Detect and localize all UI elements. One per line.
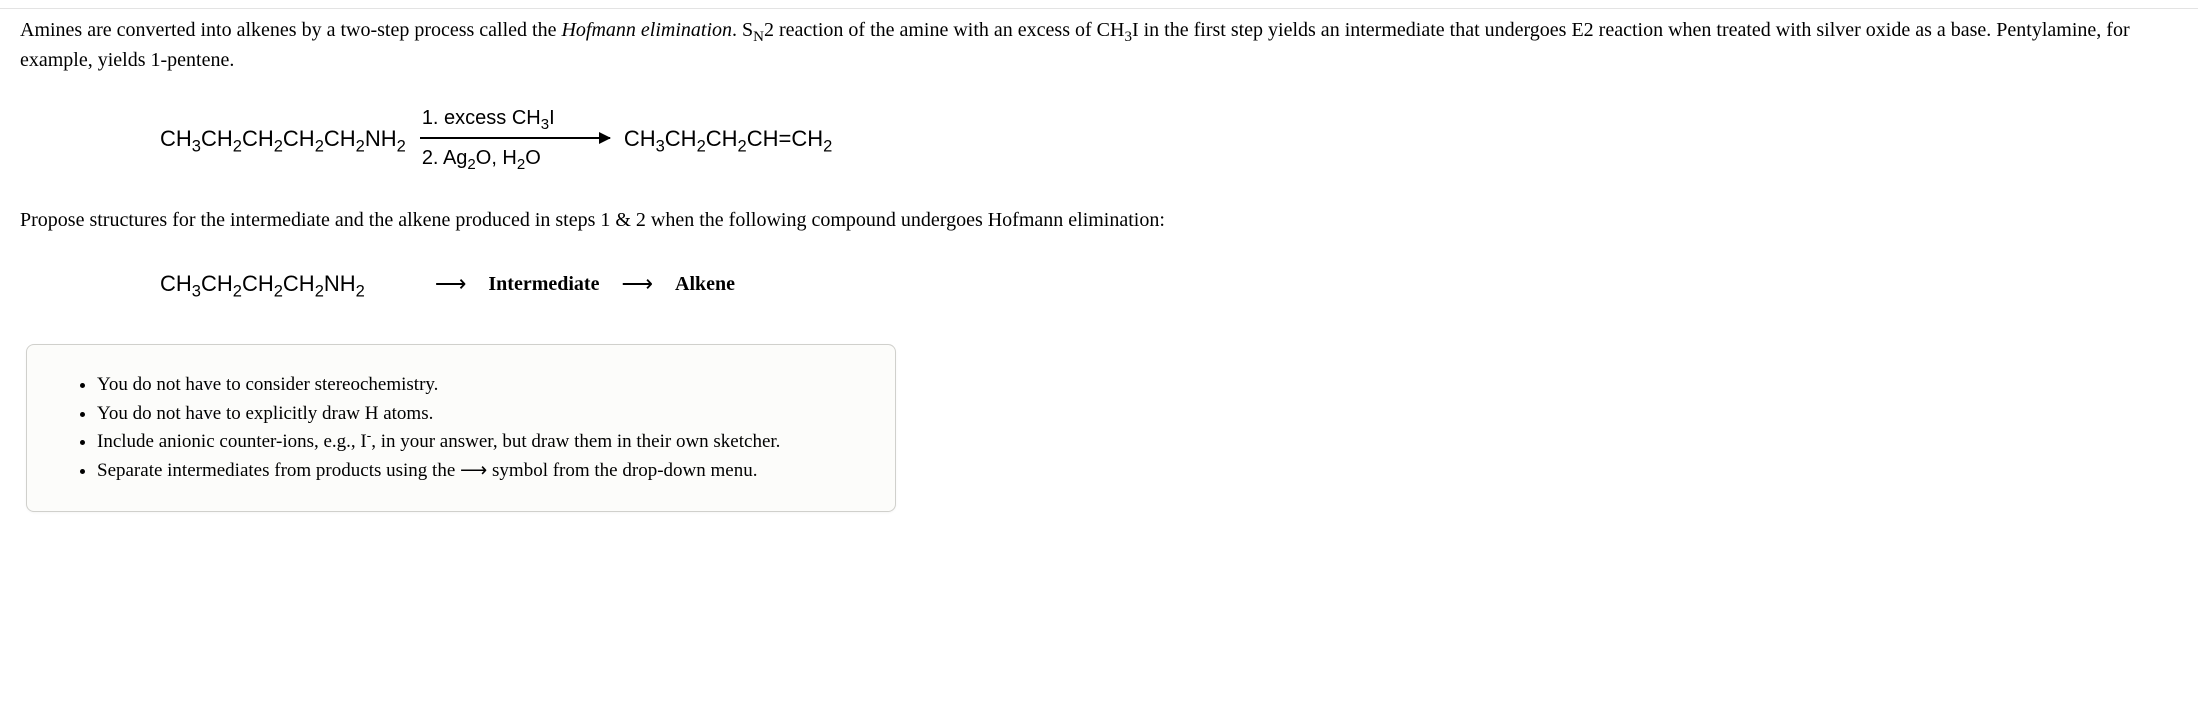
reaction-arrow (420, 137, 610, 139)
instructions-list: You do not have to consider stereochemis… (77, 371, 865, 484)
sn-sub: N (753, 29, 764, 45)
ch3-sub: 3 (1124, 29, 1132, 45)
example-reaction: CH3CH2CH2CH2CH2NH2 1. excess CH3I 2. Ag2… (160, 103, 2178, 173)
problem-reactant: CH3CH2CH2CH2NH2 (160, 267, 365, 300)
instructions-box: You do not have to consider stereochemis… (26, 344, 896, 512)
condition-2: 2. Ag2O, H2O (420, 143, 541, 173)
reaction-conditions: 1. excess CH3I 2. Ag2O, H2O (420, 103, 610, 173)
alkene-label: Alkene (675, 269, 735, 299)
question-paragraph: Propose structures for the intermediate … (20, 205, 2178, 235)
condition-1: 1. excess CH3I (420, 103, 555, 133)
problem-reaction: CH3CH2CH2CH2NH2 ⟶ Intermediate ⟶ Alkene (160, 267, 2178, 300)
intro-part1: Amines are converted into alkenes by a t… (20, 19, 561, 41)
intro-paragraph: Amines are converted into alkenes by a t… (20, 15, 2178, 75)
intro-part2: . S (732, 19, 753, 41)
arrow-1: ⟶ (435, 267, 467, 300)
instruction-item-1: You do not have to consider stereochemis… (97, 371, 865, 399)
intermediate-label: Intermediate (488, 269, 599, 299)
example-product: CH3CH2CH2CH=CH2 (624, 122, 833, 155)
intro-part3: 2 reaction of the amine with an excess o… (764, 19, 1124, 41)
instruction-item-3: Include anionic counter-ions, e.g., I-, … (97, 428, 865, 456)
example-reactant: CH3CH2CH2CH2CH2NH2 (160, 122, 406, 155)
arrow-2: ⟶ (621, 267, 653, 300)
instruction-item-4: Separate intermediates from products usi… (97, 457, 865, 485)
hofmann-term: Hofmann elimination (561, 19, 732, 41)
instruction-item-2: You do not have to explicitly draw H ato… (97, 400, 865, 428)
